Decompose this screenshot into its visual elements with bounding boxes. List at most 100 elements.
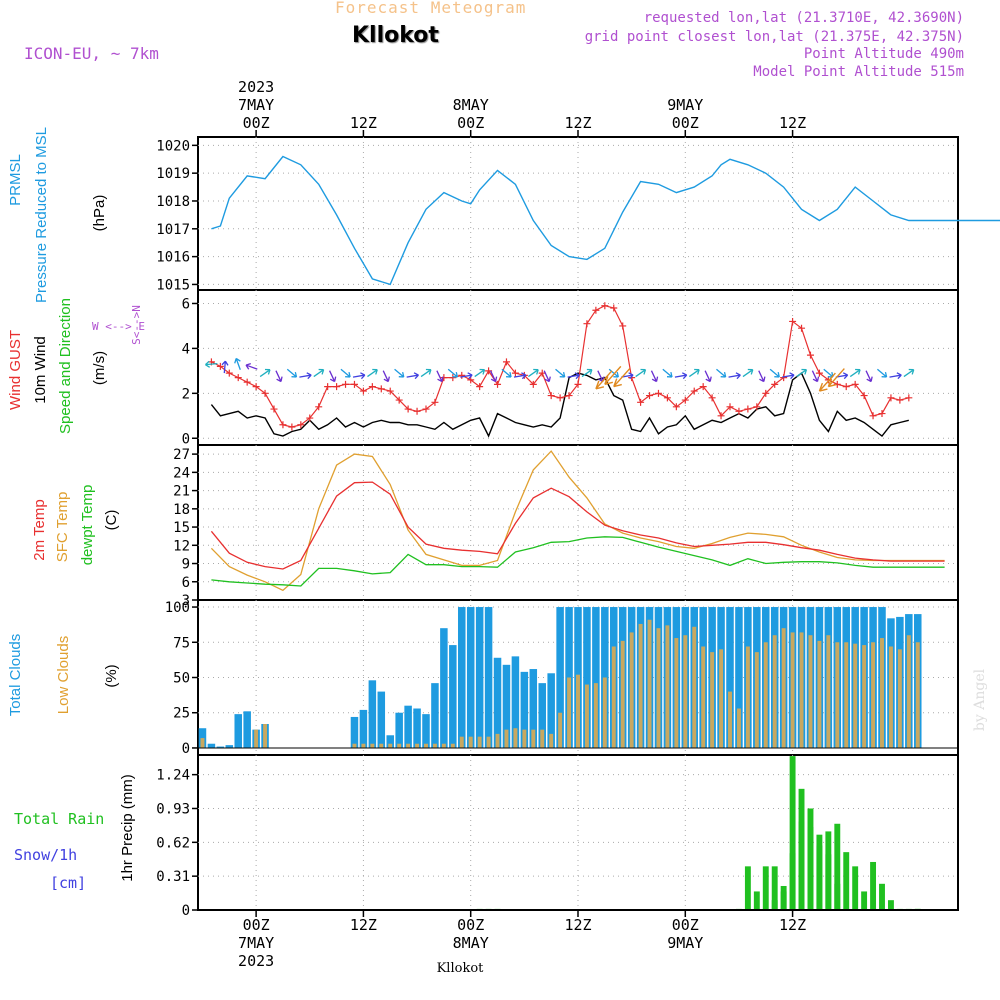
low-cloud-bar xyxy=(513,728,518,748)
arrow-stroke xyxy=(275,370,283,383)
low-cloud-bar xyxy=(522,729,527,748)
wind-gust-marker xyxy=(476,383,484,391)
low-cloud-bar xyxy=(254,729,259,748)
wind-gust-marker xyxy=(538,369,546,377)
total-cloud-bar xyxy=(395,712,403,748)
bottom-hour-label: 00Z xyxy=(457,916,484,934)
label-precip: 1hr Precip (mm) xyxy=(119,774,136,882)
strong-wind-arrow xyxy=(613,368,631,388)
ytick-label: 75 xyxy=(173,635,190,651)
arrow-stroke xyxy=(460,372,473,380)
arrow-stroke xyxy=(889,372,902,380)
low-cloud-bar xyxy=(719,649,724,748)
rain-bar xyxy=(753,891,760,910)
low-cloud-bar xyxy=(665,625,670,748)
arrow-stroke xyxy=(581,368,593,378)
total-cloud-bar xyxy=(458,607,466,748)
total-cloud-bar xyxy=(520,671,529,748)
rain-bar xyxy=(861,891,868,910)
wind-gust-marker xyxy=(324,383,332,391)
total-cloud-bar xyxy=(216,746,225,748)
rain-bar xyxy=(887,900,894,910)
top-hour-label: 12Z xyxy=(779,114,806,132)
wind-gust-marker xyxy=(422,405,430,413)
wind-direction-arrow xyxy=(543,370,551,383)
low-cloud-bar xyxy=(844,642,849,748)
ytick-label: 0 xyxy=(182,431,190,447)
wind-direction-arrow xyxy=(489,370,498,383)
low-cloud-bar xyxy=(397,743,402,748)
ytick-label: 9 xyxy=(182,557,190,573)
compass-sn: S<-->N xyxy=(130,305,143,345)
wind-direction-arrow xyxy=(650,370,659,383)
low-cloud-bar xyxy=(817,640,822,748)
arrow-stroke xyxy=(849,368,861,378)
total-cloud-bar xyxy=(368,680,377,748)
arrow-stroke xyxy=(367,368,378,378)
strong-wind-arrow xyxy=(827,368,845,388)
ytick-label: 12 xyxy=(173,538,190,554)
arrow-stroke xyxy=(811,370,820,383)
top-year-label: 2023 xyxy=(238,78,274,96)
arrow-stroke xyxy=(406,372,419,380)
wind-direction-arrow xyxy=(394,368,405,378)
arrow-stroke xyxy=(674,372,688,380)
total-cloud-bar xyxy=(735,607,743,748)
rain-bar xyxy=(879,883,885,910)
low-cloud-bar xyxy=(432,743,437,748)
bottom-day-label: 8MAY xyxy=(453,934,489,952)
label-ms: (m/s) xyxy=(91,351,108,385)
rain-bar xyxy=(798,788,805,910)
arrow-stroke xyxy=(352,372,366,380)
wind-direction-arrow xyxy=(286,368,298,378)
wind-gust-marker xyxy=(753,403,761,411)
arrow-stroke xyxy=(205,360,218,368)
ytick-label: 3 xyxy=(182,593,190,609)
rain-bar xyxy=(789,853,796,910)
point-altitude: Point Altitude 490m xyxy=(803,46,964,62)
total-cloud-bar xyxy=(529,669,538,748)
low-cloud-bar xyxy=(424,743,428,748)
ytick-label: 1019 xyxy=(156,166,190,182)
low-cloud-bar xyxy=(450,743,455,748)
arrow-stroke xyxy=(436,370,444,383)
total-cloud-bar xyxy=(243,711,251,748)
ytick-label: 1.24 xyxy=(156,768,190,784)
bottom-hour-label: 12Z xyxy=(564,916,591,934)
wind-gust-marker xyxy=(547,392,555,400)
wind-gust-marker xyxy=(717,412,725,420)
wind-gust-marker xyxy=(333,383,341,391)
total-cloud-bar xyxy=(511,656,520,748)
label-2m-temp: 2m Temp xyxy=(31,499,48,560)
total-cloud-bar xyxy=(493,657,502,748)
label-10m-wind: 10m Wind xyxy=(32,336,49,404)
low-cloud-bar xyxy=(388,743,393,748)
wind-direction-arrow xyxy=(367,368,378,378)
wind-direction-arrow xyxy=(352,372,366,380)
wind-direction-arrow xyxy=(245,362,258,370)
arrow-stroke xyxy=(501,368,512,378)
wind-direction-arrow xyxy=(436,370,444,383)
low-cloud-bar xyxy=(486,736,491,748)
rain-bar xyxy=(834,823,841,910)
wind-gust-marker xyxy=(887,394,895,402)
ytick-label: 27 xyxy=(173,447,190,463)
wind-direction-arrow xyxy=(567,372,580,380)
low-cloud-bar xyxy=(736,708,741,748)
low-cloud-bar xyxy=(629,632,634,748)
arrow-stroke xyxy=(716,368,727,378)
wind-direction-arrow xyxy=(674,372,688,380)
wind-gust-marker xyxy=(368,383,376,391)
wind-gust-marker xyxy=(556,394,564,402)
arrow-stroke xyxy=(221,360,229,374)
arrow-stroke xyxy=(903,368,915,378)
arrow-stroke xyxy=(394,368,405,378)
wind-gust-marker xyxy=(359,387,367,395)
wind-direction-arrow xyxy=(728,372,741,380)
total-cloud-bar xyxy=(404,705,412,748)
wind-gust-marker xyxy=(288,423,296,431)
top-hour-label: 00Z xyxy=(457,114,484,132)
wind-gust-marker xyxy=(574,380,582,388)
low-cloud-bar xyxy=(379,743,384,748)
model-name: ICON-EU, ~ 7km xyxy=(24,44,159,63)
